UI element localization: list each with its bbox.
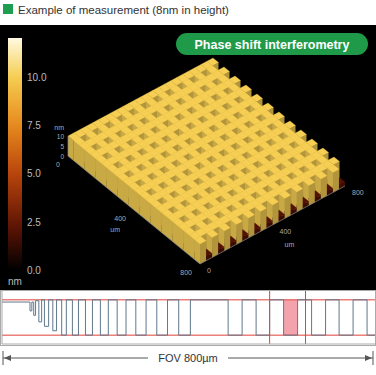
svg-text:FOV 800µm: FOV 800µm	[158, 352, 218, 364]
svg-text:10.0: 10.0	[27, 72, 47, 83]
svg-text:7.5: 7.5	[27, 120, 41, 131]
svg-text:10: 10	[57, 133, 65, 140]
svg-text:nm: nm	[8, 276, 22, 287]
svg-text:Example of measurement (8nm in: Example of measurement (8nm in height)	[18, 4, 229, 16]
svg-text:400: 400	[114, 215, 126, 222]
svg-text:5: 5	[60, 143, 64, 150]
svg-text:2.5: 2.5	[27, 217, 41, 228]
svg-text:um: um	[285, 241, 295, 248]
svg-text:um: um	[110, 226, 120, 233]
svg-text:800: 800	[180, 269, 192, 276]
svg-text:Phase shift interferometry: Phase shift interferometry	[195, 38, 350, 52]
svg-text:400: 400	[280, 228, 292, 235]
svg-text:0: 0	[207, 267, 211, 274]
svg-text:800: 800	[352, 189, 364, 196]
svg-text:0.0: 0.0	[27, 265, 41, 276]
svg-text:nm: nm	[54, 124, 64, 131]
svg-text:0: 0	[56, 161, 60, 168]
svg-text:5.0: 5.0	[27, 168, 41, 179]
svg-text:0: 0	[60, 153, 64, 160]
